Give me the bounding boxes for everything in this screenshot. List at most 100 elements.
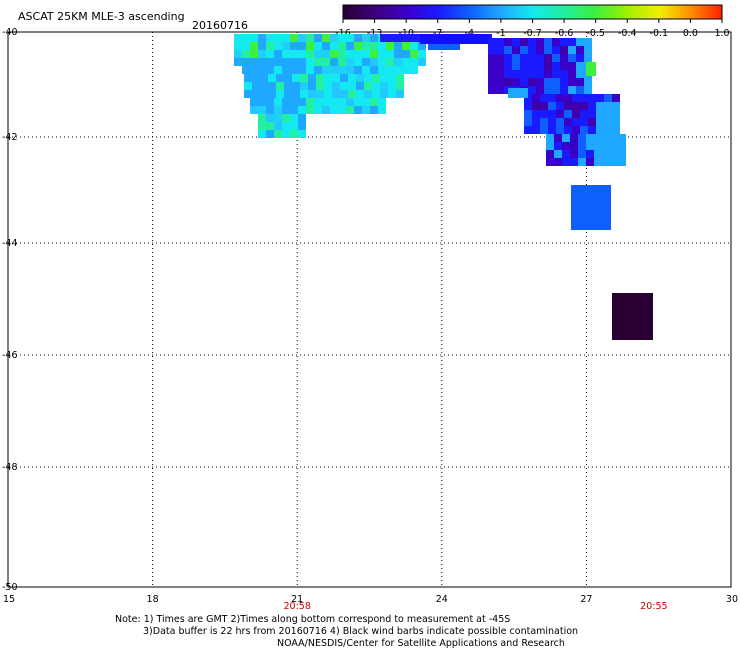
wind-cell [540,126,548,134]
wind-cell [556,102,564,110]
wind-cell [552,38,560,46]
wind-cell [260,74,268,82]
color-bar-label: 1.0 [714,28,729,39]
wind-cell [354,42,362,50]
wind-cell [284,74,292,82]
wind-cell [338,58,346,66]
wind-cell [602,142,610,150]
wind-cell [372,90,380,98]
wind-cell [300,82,308,90]
wind-cell [354,50,362,58]
wind-cell [554,134,562,142]
wind-cell [354,66,362,74]
wind-cell [396,82,404,90]
wind-cell [290,42,298,50]
wind-cell [314,58,322,66]
wind-cell [266,34,274,42]
wind-cell [386,42,394,50]
wind-cell [576,38,584,46]
wind-cell [332,74,340,82]
color-bar-label: -1 [496,28,505,39]
wind-cell [588,94,596,102]
wind-cell [588,118,596,126]
wind-cell [488,78,496,86]
wind-cell [298,58,306,66]
wind-cell [314,42,322,50]
wind-cell [274,114,282,122]
wind-cell [584,54,592,62]
wind-cell [378,106,386,114]
wind-cell [292,82,300,90]
wind-cell [588,110,596,118]
wind-cell [568,62,576,70]
wind-cell [560,38,568,46]
wind-cell [394,58,402,66]
wind-cell [562,142,570,150]
wind-cell [488,86,496,94]
wind-cell [234,42,242,50]
wind-cell [520,46,528,54]
lon-label: 15 [3,594,15,605]
wind-cell [244,74,252,82]
wind-cell [242,34,250,42]
wind-cell [568,86,576,94]
wind-cell [572,118,580,126]
wind-cell [380,82,388,90]
color-bar-label: -0.1 [650,28,669,39]
wind-cell [266,50,274,58]
wind-cell [250,98,258,106]
note-line-2: 3)Data buffer is 22 hrs from 20160716 4)… [143,626,579,637]
wind-cell [568,78,576,86]
wind-cell [290,98,298,106]
wind-cell [258,98,266,106]
wind-cell [544,86,552,94]
wind-cell [290,34,298,42]
wind-cell [330,106,338,114]
wind-cell [306,50,314,58]
wind-cell [580,102,588,110]
wind-cell [604,110,612,118]
wind-cell [306,58,314,66]
wind-cell [346,34,354,42]
wind-cell [388,82,396,90]
wind-cell [274,130,282,138]
wind-cell [282,34,290,42]
wind-cell [348,74,356,82]
wind-cell [546,134,554,142]
wind-cell [242,58,250,66]
wind-cell [572,94,580,102]
wind-cell [252,74,260,82]
wind-cell [604,94,612,102]
wind-cell [594,150,602,158]
wind-cell [284,90,292,98]
wind-cell [556,118,564,126]
wind-cell [508,88,528,98]
wind-cell [552,46,560,54]
wind-cell [560,54,568,62]
wind-cell [282,66,290,74]
wind-cell [362,98,370,106]
wind-cell [596,102,604,110]
wind-cell [548,102,556,110]
wind-cell [602,150,610,158]
wind-cell [418,58,426,66]
wind-cell [332,90,340,98]
wind-cell [536,86,544,94]
wind-cell [520,70,528,78]
wind-cell [386,50,394,58]
wind-cell [380,74,388,82]
note-line-3: NOAA/NESDIS/Center for Satellite Applica… [277,638,565,649]
wind-cell [496,70,504,78]
wind-cell [346,58,354,66]
wind-cell [314,66,322,74]
lat-label: -50 [2,582,18,593]
wind-cell [300,90,308,98]
wind-cell [266,42,274,50]
wind-cell [562,134,570,142]
wind-cell [520,38,528,46]
wind-cell [340,82,348,90]
wind-cell [282,130,290,138]
wind-cell [394,50,402,58]
wind-cell [388,34,396,42]
wind-cell [520,62,528,70]
